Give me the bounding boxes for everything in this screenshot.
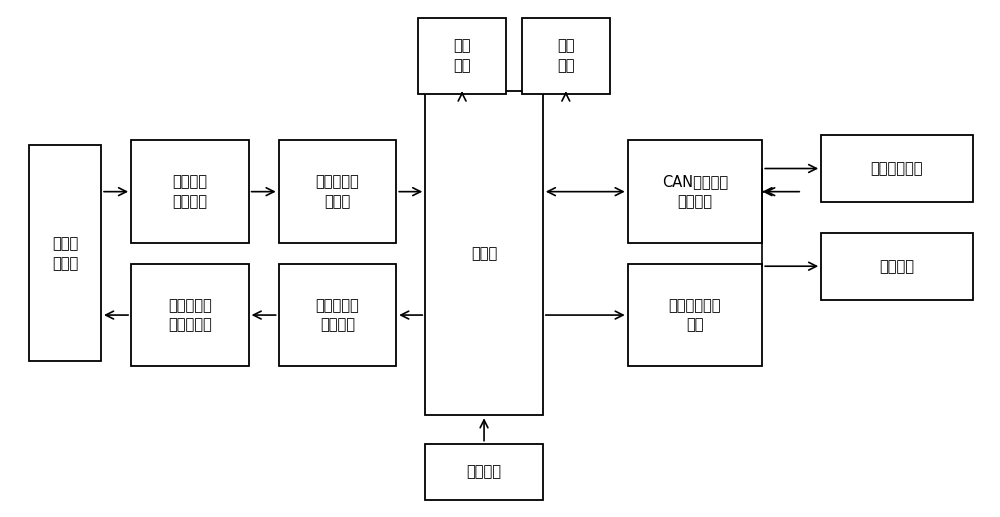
Bar [628,140,762,243]
Text: 档位
开关: 档位 开关 [557,38,575,73]
Bar [279,264,396,367]
Bar [131,140,249,243]
Bar [425,92,543,415]
Text: 制动车灯驱动
单元: 制动车灯驱动 单元 [669,298,721,332]
Bar [418,18,506,94]
Text: 电渦流缓速
器驱动单元: 电渦流缓速 器驱动单元 [168,298,212,332]
Bar [628,264,762,367]
Bar [131,264,249,367]
Text: 脉冲滤波处
理单元: 脉冲滤波处 理单元 [316,174,359,209]
Text: 单片机: 单片机 [471,246,497,261]
Bar [821,135,973,202]
Bar [425,444,543,500]
Text: 汽车主控单元: 汽车主控单元 [871,161,923,176]
Text: 行车电脑: 行车电脑 [879,258,914,273]
Bar [821,233,973,300]
Text: 脉冲信号
采集单元: 脉冲信号 采集单元 [172,174,207,209]
Text: CAN总线数据
收发单元: CAN总线数据 收发单元 [662,174,728,209]
Text: 制动
踏板: 制动 踏板 [453,38,471,73]
Text: 开关量信号
处理单元: 开关量信号 处理单元 [316,298,359,332]
Text: 电渦流
缓速器: 电渦流 缓速器 [52,236,78,271]
Text: 电源模块: 电源模块 [467,464,502,479]
Bar [522,18,610,94]
Bar [29,145,101,361]
Bar [279,140,396,243]
